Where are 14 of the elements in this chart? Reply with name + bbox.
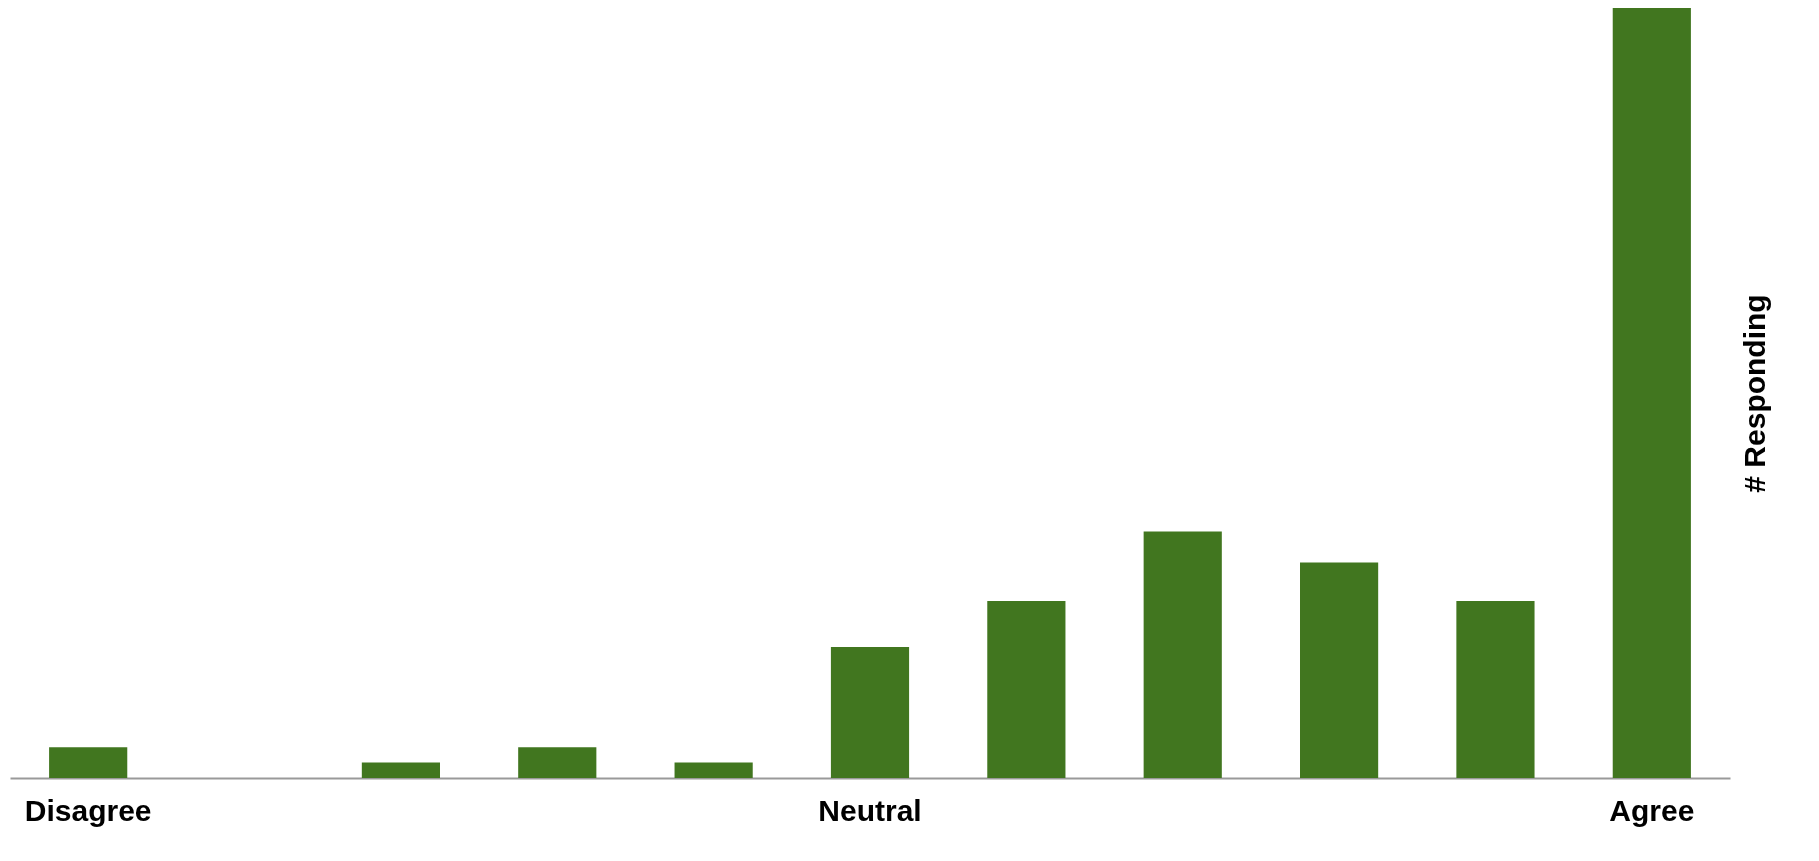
bar: [361, 762, 440, 778]
bar: [1456, 600, 1535, 778]
bar: [1300, 562, 1379, 778]
bar: [1143, 531, 1222, 778]
bar: [1612, 8, 1691, 778]
bar: [49, 747, 128, 778]
bar: [830, 647, 910, 778]
x-tick-label: Agree: [1609, 793, 1695, 827]
bar: [987, 600, 1066, 778]
x-tick-label: Neutral: [818, 793, 922, 827]
bar: [674, 762, 753, 778]
y-axis-title: # Responding: [1737, 294, 1771, 493]
x-tick-label: Disagree: [24, 793, 152, 827]
bar: [518, 747, 597, 778]
